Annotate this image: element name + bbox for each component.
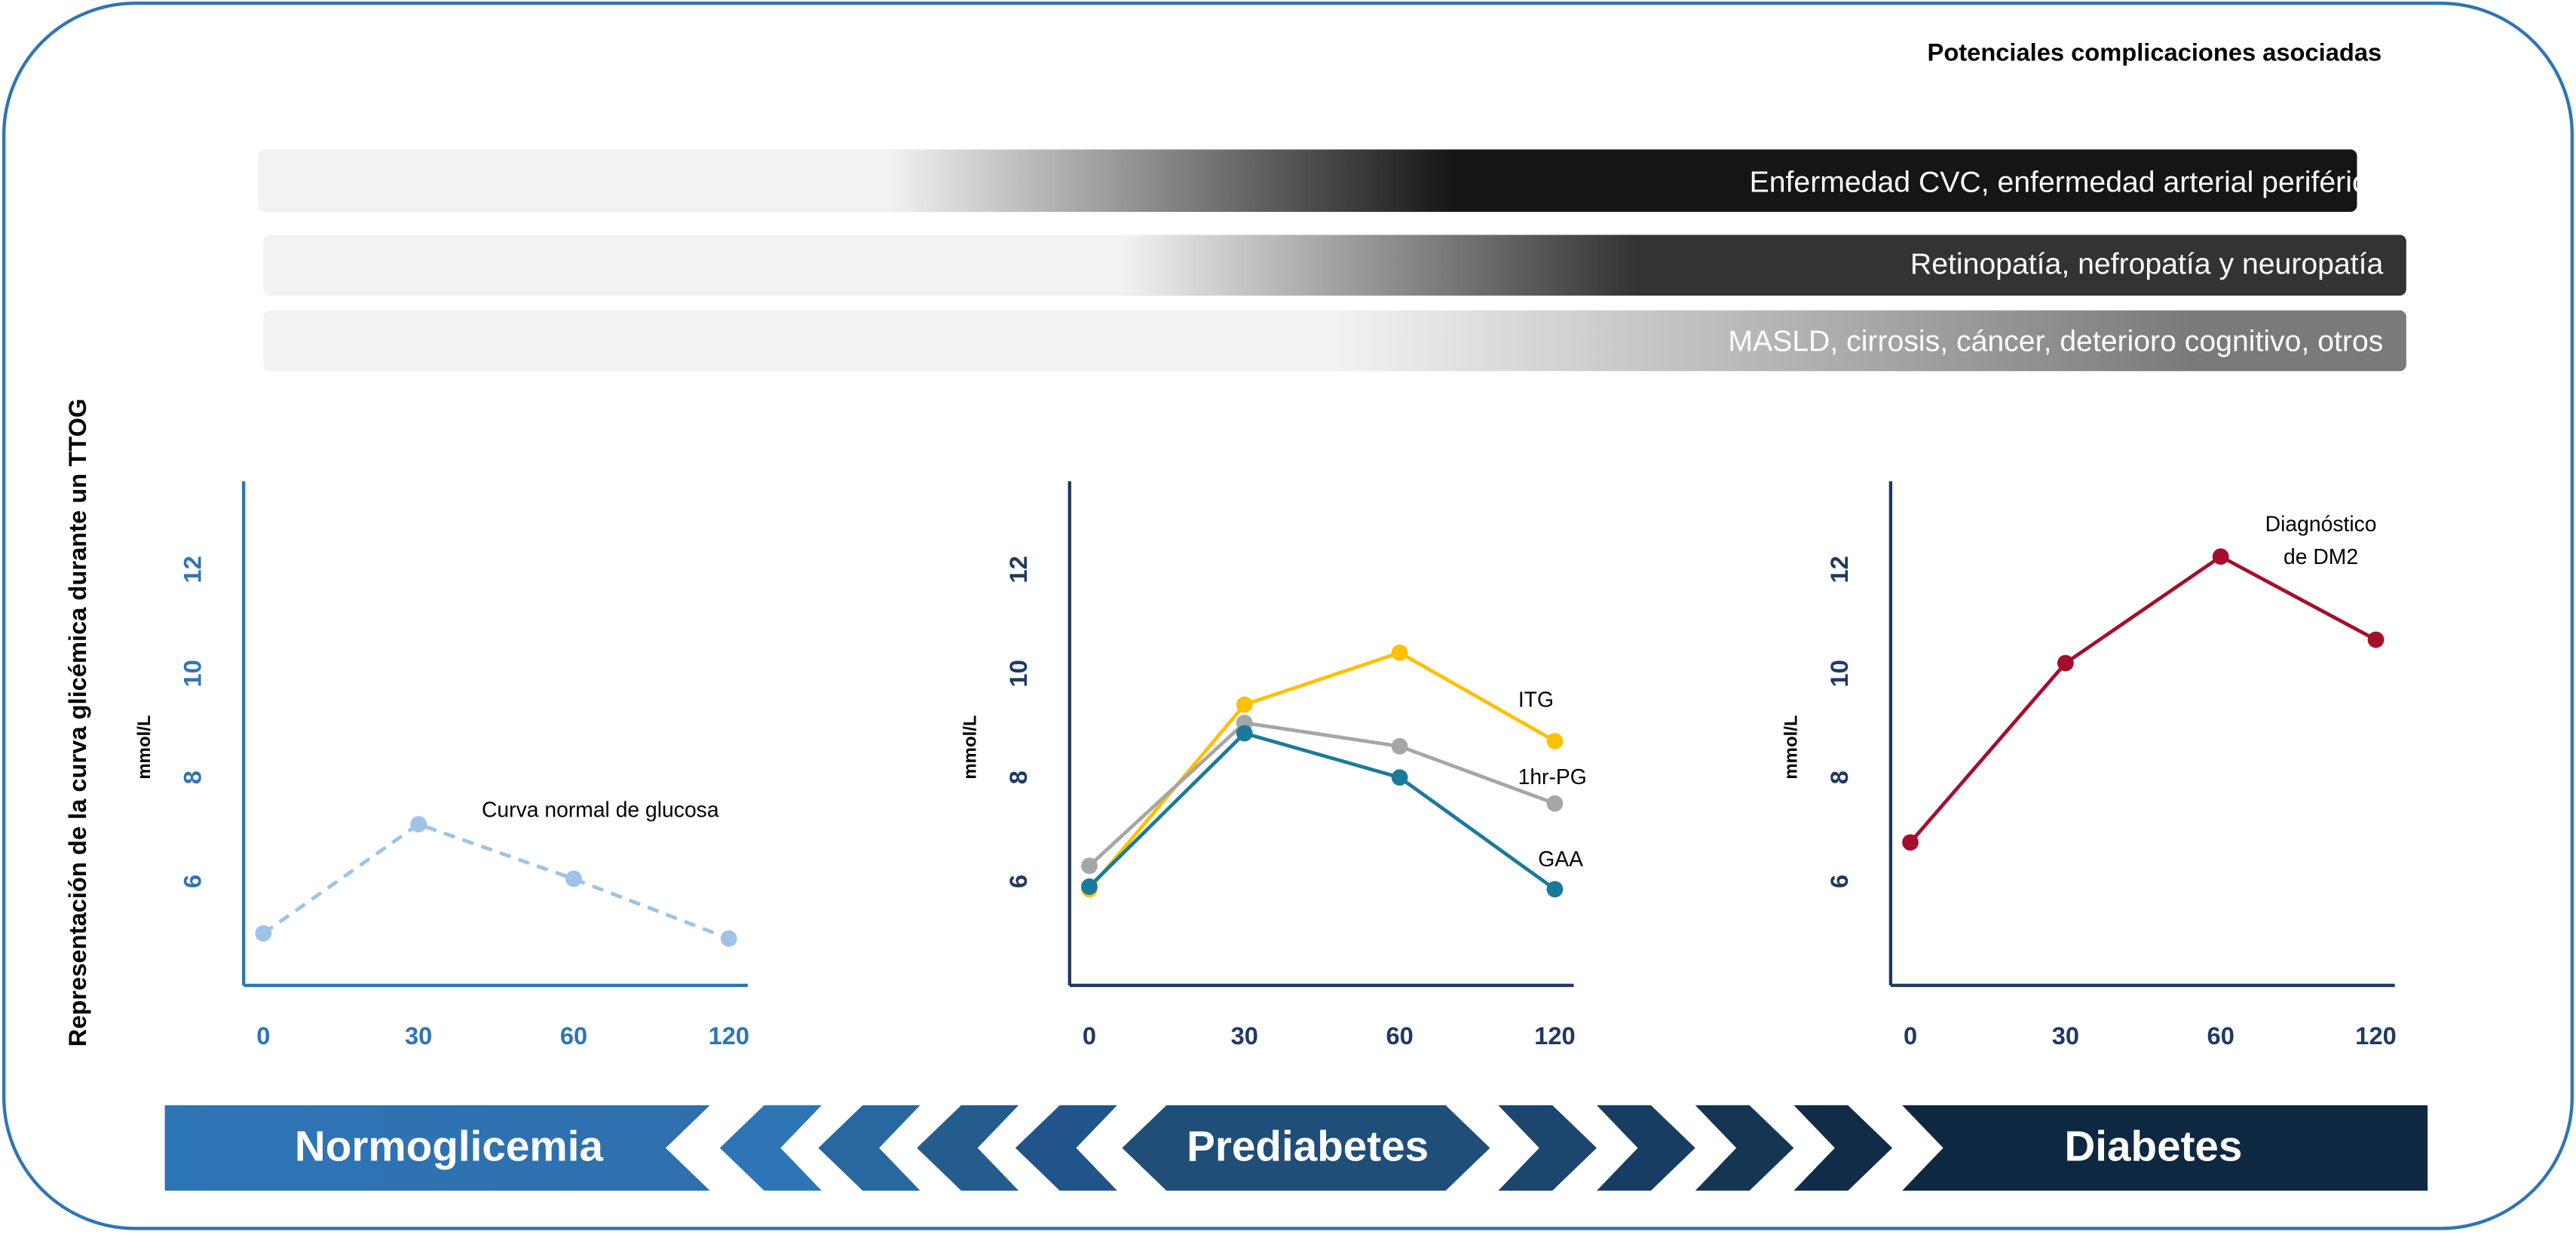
annotation: Diagnóstico (2265, 512, 2377, 536)
stage-label: Prediabetes (1187, 1123, 1429, 1171)
data-point (565, 870, 582, 887)
complication-label: Retinopatía, nefropatía y neuropatía (1910, 248, 2384, 280)
x-tick-label: 30 (405, 1022, 432, 1050)
y-tick-label: 6 (1825, 875, 1853, 888)
x-tick-label: 60 (2207, 1022, 2234, 1050)
y-axis-label: mmol/L (1781, 715, 1802, 779)
complication-label: MASLD, cirrosis, cáncer, deterioro cogni… (1728, 326, 2383, 358)
data-point (1081, 857, 1098, 875)
chevron (917, 1105, 1019, 1191)
series-label: Curva normal de glucosa (482, 798, 719, 822)
stage-band: Normoglicemia Prediabetes Diabetes (164, 1105, 2428, 1191)
chevron (1597, 1105, 1695, 1191)
data-point (1391, 769, 1408, 786)
y-axis-label: mmol/L (960, 715, 980, 779)
data-point (2212, 548, 2229, 565)
x-tick-label: 0 (256, 1022, 270, 1050)
data-point (1546, 733, 1564, 749)
y-tick-label: 8 (1825, 771, 1853, 784)
x-tick-label: 120 (709, 1022, 750, 1050)
x-tick-label: 120 (1534, 1022, 1575, 1050)
y-tick-label: 8 (1004, 771, 1032, 784)
stage-shape (164, 1105, 710, 1191)
data-point (720, 930, 737, 947)
y-tick-label: 10 (178, 660, 206, 687)
x-tick-label: 0 (1904, 1022, 1917, 1050)
complication-bar (263, 310, 2406, 372)
y-tick-label: 10 (1004, 660, 1032, 687)
chevron (818, 1105, 920, 1191)
series-line (262, 822, 730, 941)
chevron (1793, 1105, 1893, 1191)
data-point (1391, 737, 1408, 755)
side-label: Representación de la curva glicémica dur… (63, 399, 91, 1047)
annotation: de DM2 (2283, 544, 2358, 568)
y-axis-label: mmol/L (134, 715, 155, 779)
series-line (1088, 721, 1556, 868)
y-tick-label: 6 (178, 875, 206, 888)
y-tick-label: 8 (178, 771, 206, 784)
stage-label: Diabetes (2064, 1123, 2242, 1171)
chevron (719, 1105, 822, 1191)
x-tick-label: 0 (1083, 1022, 1096, 1050)
data-point (2367, 631, 2385, 648)
complication-bar (258, 149, 2357, 212)
data-point (255, 925, 272, 942)
y-tick-label: 10 (1825, 660, 1853, 687)
data-point (1546, 881, 1564, 898)
y-tick-label: 6 (1004, 875, 1032, 888)
chevron (1498, 1105, 1597, 1191)
series-line (1088, 731, 1556, 891)
series-line (1909, 554, 2377, 844)
series-label: GAA (1538, 847, 1583, 871)
data-point (1546, 795, 1564, 812)
data-point (1236, 696, 1253, 713)
data-point (2057, 654, 2074, 672)
data-point (1236, 725, 1253, 742)
x-tick-label: 60 (560, 1022, 587, 1050)
y-tick-label: 12 (178, 556, 206, 583)
data-point (1902, 834, 1919, 851)
stage-label: Normoglicemia (295, 1123, 604, 1171)
x-tick-label: 30 (1231, 1022, 1258, 1050)
data-point (1081, 878, 1098, 895)
chevron (1695, 1105, 1794, 1191)
stage-shape (1902, 1105, 2428, 1191)
chevron (1015, 1105, 1117, 1191)
y-tick-label: 12 (1004, 556, 1032, 583)
header-title: Potenciales complicaciones asociadas (1928, 38, 2382, 66)
series-label: ITG (1518, 688, 1554, 712)
data-point (1391, 644, 1408, 661)
stage-shape (1122, 1105, 1490, 1191)
y-tick-label: 12 (1825, 556, 1853, 583)
complication-bar (263, 234, 2406, 296)
data-point (410, 816, 427, 833)
complication-label: Enfermedad CVC, enfermedad arterial peri… (1750, 166, 2384, 198)
x-tick-label: 30 (2052, 1022, 2079, 1050)
x-tick-label: 120 (2355, 1022, 2397, 1050)
series-line (1088, 651, 1556, 890)
series-label: 1hr-PG (1518, 765, 1587, 789)
x-tick-label: 60 (1386, 1022, 1413, 1050)
